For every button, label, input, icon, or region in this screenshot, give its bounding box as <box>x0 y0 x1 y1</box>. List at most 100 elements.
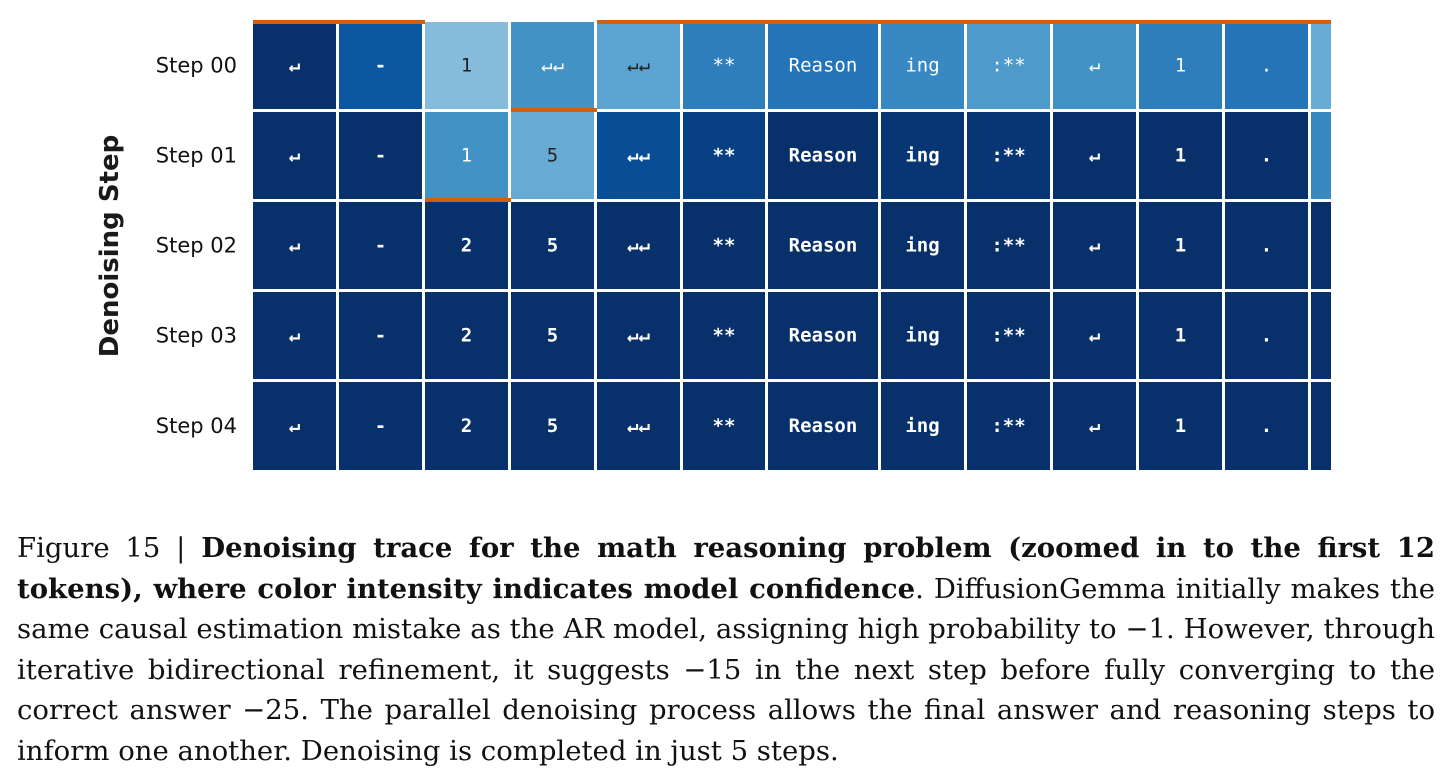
heatmap-cell <box>425 382 508 470</box>
token-label: 1 <box>461 55 472 77</box>
token-label: 1 <box>1175 415 1186 437</box>
token-label: ↵ <box>289 235 301 257</box>
token-label: ** <box>713 145 736 167</box>
token-label: - <box>375 415 386 437</box>
token-label: :** <box>991 235 1025 257</box>
token-label: . <box>1261 325 1272 347</box>
heatmap-cell <box>1225 202 1308 289</box>
token-label: 5 <box>547 145 558 167</box>
heatmap-cell <box>597 22 680 109</box>
caption-bold: Denoising trace for the math reasoning p… <box>17 532 1435 605</box>
token-label: 1 <box>1175 55 1186 77</box>
token-label: ing <box>905 55 939 77</box>
token-label: ** <box>713 235 736 257</box>
token-label: ↵ <box>1089 415 1101 437</box>
heatmap-cell <box>881 22 964 109</box>
heatmap-cell <box>967 22 1050 109</box>
heatmap-cell <box>683 112 765 199</box>
heatmap-cell <box>967 292 1050 379</box>
token-label: - <box>375 145 386 167</box>
heatmap-cell <box>881 292 964 379</box>
token-label: ** <box>713 325 736 347</box>
token-label: ↵ <box>289 325 301 347</box>
change-marker <box>253 20 425 24</box>
heatmap-cell <box>425 202 508 289</box>
token-label: :** <box>991 145 1025 167</box>
heatmap-cell <box>597 292 680 379</box>
heatmap-cell <box>1053 292 1136 379</box>
token-label: ↵ <box>1089 55 1100 77</box>
heatmap-cell <box>339 202 422 289</box>
token-label: ↵↵ <box>627 415 650 437</box>
heatmap-cell <box>683 202 765 289</box>
token-label: 1 <box>1175 145 1186 167</box>
change-marker <box>597 20 1331 24</box>
heatmap-cell <box>253 22 336 109</box>
heatmap-cell <box>1225 112 1308 199</box>
heatmap-cell <box>511 112 594 199</box>
row-label: Step 02 <box>156 234 237 258</box>
heatmap-cell <box>967 112 1050 199</box>
change-marker <box>511 108 597 112</box>
row-label: Step 00 <box>156 54 237 78</box>
heatmap-cell <box>1139 22 1222 109</box>
token-label: Reason <box>789 415 858 437</box>
heatmap-cell <box>1139 382 1222 470</box>
heatmap-cell <box>1139 202 1222 289</box>
row-label: Step 03 <box>156 324 237 348</box>
heatmap-cell <box>881 202 964 289</box>
heatmap-cell <box>1311 292 1331 379</box>
row-label: Step 01 <box>156 144 237 168</box>
token-label: Reason <box>789 325 858 347</box>
heatmap-cell <box>339 382 422 470</box>
token-label: 2 <box>461 325 472 347</box>
heatmap-cell <box>597 202 680 289</box>
token-label: ing <box>905 235 939 257</box>
heatmap-cell <box>768 112 878 199</box>
token-label: Reason <box>789 145 858 167</box>
token-label: Reason <box>789 235 858 257</box>
heatmap-cell <box>1053 382 1136 470</box>
caption-text: . DiffusionGemma initially makes the sam… <box>17 572 1435 767</box>
token-label: . <box>1261 235 1272 257</box>
token-label: :** <box>991 325 1025 347</box>
token-label: ↵↵ <box>627 325 650 347</box>
heatmap-cell <box>1053 112 1136 199</box>
heatmap-cell <box>253 112 336 199</box>
heatmap-cell <box>768 382 878 470</box>
token-label: ing <box>905 325 939 347</box>
token-label: ↵ <box>289 145 301 167</box>
token-label: 5 <box>547 325 558 347</box>
token-label: 1 <box>461 145 472 167</box>
token-label: ↵↵ <box>541 55 564 77</box>
heatmap-cell <box>1053 202 1136 289</box>
caption-prefix: Figure 15 | <box>17 532 202 564</box>
token-label: Reason <box>789 55 858 77</box>
denoising-heatmap: Denoising Step Step 00 Step 01 Step 02 Step… <box>95 20 1331 470</box>
token-label: 2 <box>461 235 472 257</box>
heatmap-cell <box>768 292 878 379</box>
token-label: 2 <box>461 415 472 437</box>
token-label: :** <box>991 415 1025 437</box>
heatmap-cell <box>1311 382 1331 470</box>
token-label: ↵↵ <box>627 55 650 77</box>
token-label: - <box>375 235 386 257</box>
heatmap-cell <box>425 292 508 379</box>
heatmap-cell <box>339 112 422 199</box>
heatmap-cell <box>1225 382 1308 470</box>
heatmap-cell <box>1053 22 1136 109</box>
heatmap-cell <box>1311 112 1331 199</box>
token-label: . <box>1261 55 1272 77</box>
heatmap-cell <box>683 382 765 470</box>
token-label: 5 <box>547 235 558 257</box>
token-label: - <box>375 325 386 347</box>
heatmap-cell <box>1311 22 1331 109</box>
token-label: ↵ <box>289 55 301 77</box>
heatmap-cell <box>253 382 336 470</box>
token-label: 5 <box>547 415 558 437</box>
heatmap-cell <box>683 292 765 379</box>
heatmap-cell <box>881 382 964 470</box>
token-label: ing <box>905 145 939 167</box>
heatmap-cell <box>339 22 422 109</box>
token-label: ing <box>905 415 939 437</box>
